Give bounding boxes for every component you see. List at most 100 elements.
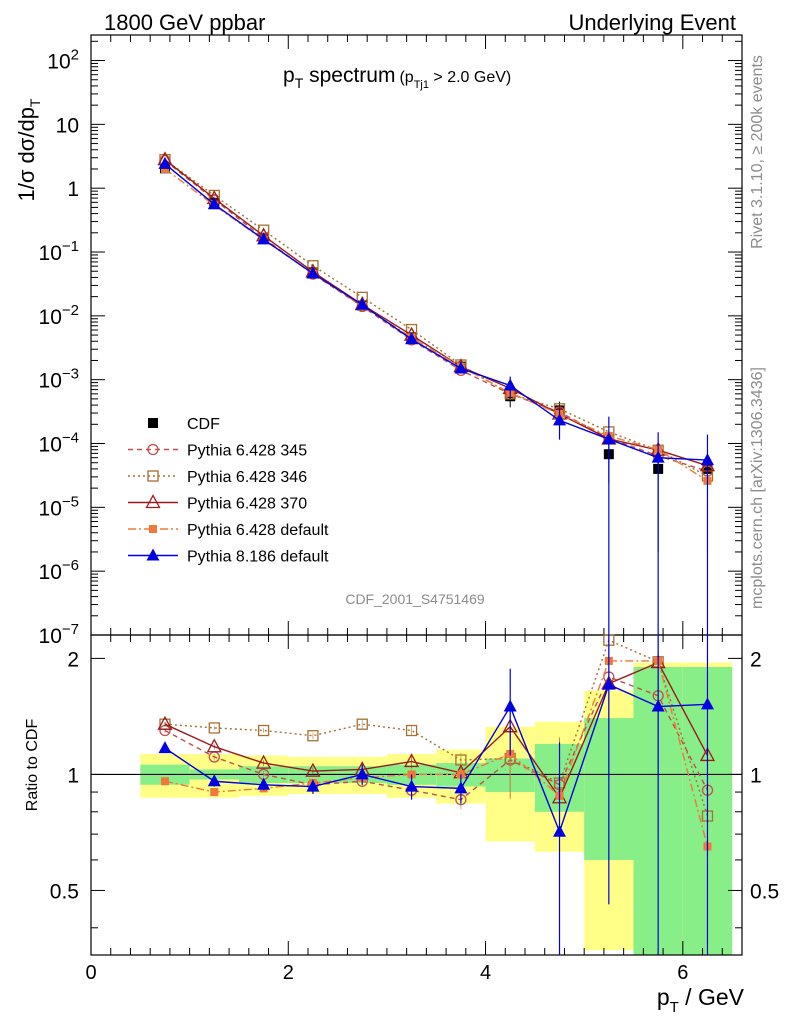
y-tick-label-main: 102 [47, 47, 79, 74]
y-tick-label-main: 10−6 [39, 557, 79, 584]
legend-marker [147, 470, 159, 482]
series-point-main [553, 413, 567, 426]
series-point-main [700, 453, 714, 466]
ratio-panel-frame [90, 634, 743, 956]
analysis-tag: CDF_2001_S4751469 [345, 591, 485, 607]
series-point-ratio [210, 788, 219, 797]
series-point-ratio [700, 697, 714, 710]
series-point-ratio [305, 762, 321, 777]
y-tick-label-ratio-right: 2 [750, 648, 762, 671]
series-point-ratio [160, 777, 169, 786]
series-point-ratio [355, 767, 369, 780]
series-point-ratio [306, 779, 320, 792]
series-point-main [160, 164, 169, 173]
legend-marker [146, 548, 160, 561]
series-point-ratio [206, 738, 222, 753]
series-point-ratio [454, 781, 468, 794]
y-tick-label-ratio-right: 1 [750, 764, 762, 787]
y-tick-label-ratio: 1 [67, 764, 79, 787]
legend-label: Pythia 6.428 370 [187, 496, 307, 513]
axes: 0 2 4 6 102 10 1 10−1 10−2 10−3 10−4 10−5 10−6 10−7 0.… [39, 34, 779, 984]
x-axis-label: pT / GeV [657, 984, 745, 1016]
series-layer [157, 151, 716, 955]
series-point-main [306, 266, 320, 279]
x-tick-label: 4 [480, 962, 491, 984]
series-line-ratio [164, 683, 708, 834]
y-tick-label-main: 1 [67, 178, 79, 201]
y-tick-label-main: 10−5 [39, 493, 79, 520]
series-point-main [454, 361, 468, 374]
series-line-main [164, 163, 708, 461]
legend-label: Pythia 8.186 default [187, 549, 329, 566]
series-line-ratio [164, 676, 709, 801]
side-text-rivet: Rivet 3.1.10, ≥ 200k events [749, 55, 766, 249]
series-point-ratio [356, 718, 368, 730]
series-pythia-8-186-default [158, 156, 714, 955]
side-text-mcplots: mcplots.cern.ch [arXiv:1306.3436] [749, 367, 766, 609]
series-point-ratio [158, 741, 172, 754]
series-point-main [207, 197, 221, 210]
series-point-ratio [553, 824, 567, 837]
chart-title: pT spectrum (pTj1 > 2.0 GeV) [283, 64, 511, 91]
legend-item: Pythia 6.428 default [128, 522, 329, 539]
header-left: 1800 GeV ppbar [104, 10, 265, 35]
series-point-main [651, 450, 665, 463]
series-line-main [164, 168, 708, 482]
series-point-main [158, 156, 172, 169]
y-tick-label-main: 10−4 [39, 430, 79, 457]
series-line-ratio [164, 639, 709, 817]
legend-label: Pythia 6.428 346 [187, 469, 307, 486]
y-tick-label-main: 10−7 [39, 621, 79, 648]
x-tick-label: 6 [677, 962, 688, 984]
legend-label: Pythia 6.428 default [187, 522, 329, 539]
series-point-ratio [257, 777, 271, 790]
series-point-ratio [256, 754, 272, 769]
legend-marker [145, 494, 161, 509]
series-line-main [164, 159, 708, 477]
series-line-main [164, 159, 708, 467]
legend-marker [149, 525, 157, 533]
y-tick-label-main: 10−1 [39, 238, 79, 265]
y-tick-label-ratio: 0.5 [50, 880, 79, 903]
series-point-ratio [651, 699, 665, 712]
series-line-main [164, 160, 708, 472]
x-tick-label: 2 [283, 962, 294, 984]
y-axis-label-main: 1/σ dσ/dpT [14, 98, 43, 201]
series-point-ratio [405, 724, 418, 737]
series-line-ratio [164, 660, 709, 847]
legend-marker [147, 443, 159, 456]
series-point-ratio [157, 715, 173, 730]
header-right: Underlying Event [568, 10, 736, 35]
series-point-ratio [307, 730, 319, 742]
legend-item: Pythia 8.186 default [128, 548, 329, 566]
y-tick-label-main: 10 [56, 114, 79, 137]
series-point-main [503, 378, 517, 391]
y-tick-label-ratio: 2 [67, 648, 79, 671]
series-point-ratio [208, 722, 220, 734]
legend-item: Pythia 6.428 370 [128, 494, 307, 513]
series-point-main [257, 232, 271, 245]
series-point-ratio [257, 724, 270, 737]
legend-item-cdf: CDF [148, 416, 220, 433]
x-tick-label: 0 [85, 962, 96, 984]
series-point-ratio [405, 779, 419, 792]
y-tick-label-main: 10−3 [39, 366, 79, 393]
series-point-ratio [503, 699, 517, 712]
legend-label: Pythia 6.428 345 [187, 443, 307, 460]
series-point-main [355, 297, 369, 310]
y-tick-label-main: 10−2 [39, 302, 79, 329]
uncertainty-bands [140, 662, 733, 955]
series-point-ratio [207, 774, 221, 787]
legend: CDF Pythia 6.428 345 Pythia 6.428 346 Pythi… [128, 416, 329, 566]
series-point-ratio [403, 753, 420, 768]
y-axis-label-ratio: Ratio to CDF [24, 719, 41, 812]
legend-marker [148, 418, 158, 428]
legend-item: Pythia 6.428 346 [128, 469, 307, 486]
series-point-main [405, 332, 419, 345]
legend-label: CDF [187, 416, 220, 433]
series-point-main [602, 432, 616, 445]
series-line-ratio [164, 661, 709, 800]
legend-item: Pythia 6.428 345 [128, 443, 307, 460]
series-point-ratio [602, 677, 616, 690]
